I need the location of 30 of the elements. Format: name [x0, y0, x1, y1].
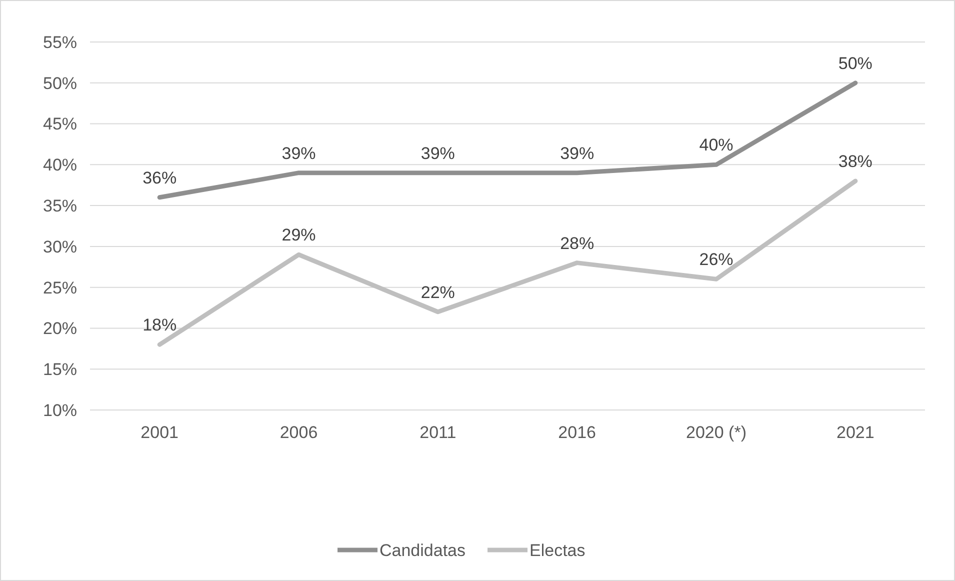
legend-label: Electas	[530, 540, 586, 560]
y-tick-label: 25%	[42, 278, 78, 298]
data-label: 38%	[838, 152, 872, 172]
legend-label: Candidatas	[380, 540, 466, 560]
x-tick-label: 2011	[420, 423, 456, 442]
x-tick-label: 2016	[558, 423, 596, 442]
y-tick-label: 35%	[42, 196, 78, 216]
y-tick-label: 50%	[42, 74, 78, 93]
data-label: 40%	[699, 136, 734, 155]
y-tick-label: 10%	[42, 400, 78, 420]
y-tick-label: 40%	[42, 156, 78, 175]
data-label: 28%	[560, 234, 594, 253]
y-tick-label: 15%	[42, 360, 78, 380]
y-tick-label: 30%	[42, 237, 78, 256]
data-label: 39%	[420, 144, 455, 163]
data-label: 18%	[142, 316, 177, 335]
x-tick-label: 2021	[836, 423, 874, 442]
data-label: 50%	[838, 54, 872, 73]
x-tick-label: 2001	[140, 423, 178, 442]
y-tick-label: 55%	[42, 32, 78, 52]
data-label: 39%	[282, 144, 316, 163]
data-label: 36%	[142, 168, 177, 188]
data-label: 39%	[560, 144, 594, 163]
y-tick-label: 45%	[42, 114, 78, 134]
data-label: 26%	[699, 250, 734, 270]
data-label: 22%	[420, 282, 455, 302]
data-label: 29%	[282, 226, 316, 245]
x-tick-label: 2006	[280, 423, 318, 442]
y-tick-label: 20%	[42, 319, 78, 338]
x-tick-label: 2020 (*)	[686, 423, 746, 442]
